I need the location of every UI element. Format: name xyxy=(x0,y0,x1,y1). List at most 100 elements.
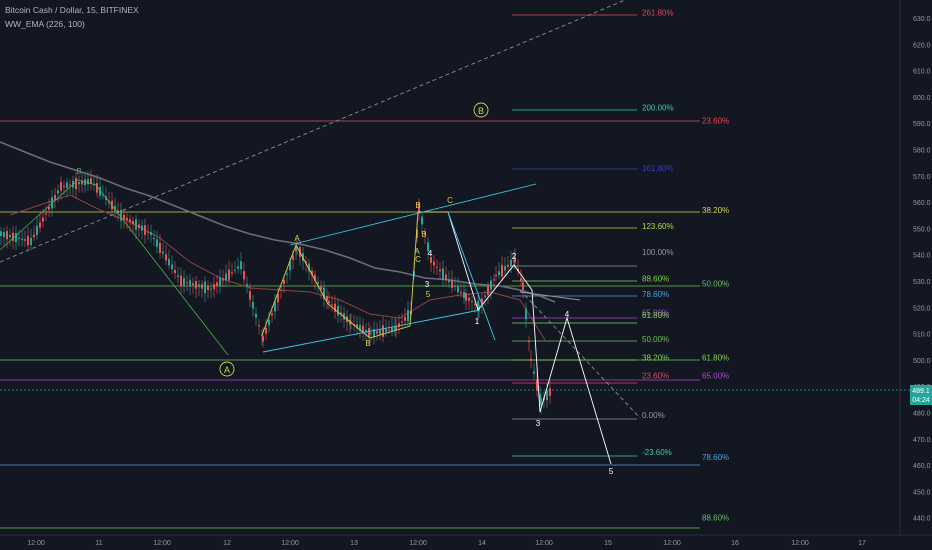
indicator-title: WW_EMA (226, 100) xyxy=(5,19,85,29)
candle-body-68 xyxy=(204,281,206,294)
candle-body-56 xyxy=(168,258,170,266)
candle-body-139 xyxy=(407,310,409,322)
candle-body-91 xyxy=(271,313,273,316)
trend-dashed-upper xyxy=(0,0,626,263)
candle-body-52 xyxy=(156,239,158,247)
candle-body-111 xyxy=(328,300,330,304)
candle-body-172 xyxy=(501,264,503,277)
fib-label-15: 23.60% xyxy=(642,372,669,381)
time-tick-1: 11 xyxy=(95,540,102,547)
channel-small xyxy=(519,291,581,301)
candle-body-156 xyxy=(457,286,459,293)
candle-body-157 xyxy=(460,291,462,293)
candle-body-89 xyxy=(265,327,267,334)
candle-body-1 xyxy=(3,231,5,237)
candle-body-114 xyxy=(337,305,339,316)
time-tick-9: 15 xyxy=(604,540,612,547)
time-tick-8: 12:00 xyxy=(535,540,553,547)
candle-body-130 xyxy=(382,325,384,337)
candle-body-133 xyxy=(391,326,393,332)
wave-a-green xyxy=(0,179,97,251)
candle-body-55 xyxy=(165,254,167,261)
candle-body-182 xyxy=(528,340,530,343)
candle-body-45 xyxy=(135,219,137,230)
candle-body-75 xyxy=(225,273,227,281)
candle-body-87 xyxy=(261,334,263,337)
candle-body-113 xyxy=(334,303,336,312)
candle-body-41 xyxy=(123,214,125,220)
candle-body-54 xyxy=(162,251,164,254)
candle-body-82 xyxy=(246,284,248,287)
candle-body-34 xyxy=(102,194,104,196)
wave-label-2: 2 xyxy=(512,252,517,261)
candle-body-180 xyxy=(522,282,524,290)
price-tick-15: 590.0 xyxy=(913,121,931,128)
candle-body-144 xyxy=(421,216,423,225)
candle-body-177 xyxy=(514,257,516,263)
candle-body-30 xyxy=(90,178,92,184)
price-tick-1: 450.0 xyxy=(913,489,931,496)
fib-label-3: 161.80% xyxy=(642,164,674,173)
candle-body-29 xyxy=(87,179,89,185)
candle-body-50 xyxy=(150,232,152,236)
candle-body-98 xyxy=(292,255,294,260)
candle-body-174 xyxy=(507,264,509,267)
price-tick-18: 620.0 xyxy=(913,42,931,49)
candle-body-40 xyxy=(120,209,122,221)
candle-body-33 xyxy=(99,187,101,196)
candle-body-128 xyxy=(376,331,378,334)
candle-body-2 xyxy=(6,231,8,240)
time-tick-0: 12:00 xyxy=(27,540,45,547)
candle-body-94 xyxy=(280,289,282,291)
price-tick-17: 610.0 xyxy=(913,69,931,76)
wave-label-B-yellow: B xyxy=(365,339,370,348)
candle-body-90 xyxy=(268,319,270,326)
time-axis[interactable]: 12:00 11 12:00 12 12:00 13 12:00 14 12:00 15 12:00… xyxy=(0,534,932,547)
candle-body-7 xyxy=(21,238,23,240)
candle-body-131 xyxy=(385,328,387,333)
fib-label-16: 65.00% xyxy=(702,372,729,381)
candle-body-81 xyxy=(243,271,245,280)
candle-body-171 xyxy=(498,271,500,276)
candle-body-154 xyxy=(451,279,453,289)
candle-body-126 xyxy=(370,333,372,335)
candle-body-129 xyxy=(379,329,381,335)
time-tick-3: 12 xyxy=(223,540,231,547)
price-tick-3: 470.0 xyxy=(913,437,931,444)
candle-body-143 xyxy=(418,203,420,212)
wave-label-A-yellow: A xyxy=(294,234,300,243)
candle-body-51 xyxy=(153,237,155,240)
price-tick-0: 440.0 xyxy=(913,516,931,523)
candle-body-88 xyxy=(262,336,264,342)
symbol-title: Bitcoin Cash / Dollar, 15, BITFINEX xyxy=(5,5,139,15)
circled-wave-B: B xyxy=(473,102,489,118)
candle-body-18 xyxy=(54,194,56,200)
channel-lower xyxy=(262,309,481,353)
candle-body-175 xyxy=(510,259,512,267)
candle-body-145 xyxy=(424,232,426,235)
candle-body-63 xyxy=(189,280,191,287)
candle-body-151 xyxy=(442,268,444,280)
candle-body-15 xyxy=(45,213,47,215)
candle-body-70 xyxy=(210,288,212,290)
wave-white-1 xyxy=(447,211,612,465)
fib-label-9: 78.60% xyxy=(642,290,669,299)
candle-body-179 xyxy=(520,278,522,282)
candle-body-93 xyxy=(277,294,279,303)
candle-body-95 xyxy=(283,280,285,285)
candle-body-164 xyxy=(478,305,480,310)
candle-body-152 xyxy=(445,274,447,281)
wave-label-4-small: 4 xyxy=(428,249,433,258)
fib-label-10: 65.00% xyxy=(642,309,669,318)
price-tick-6: 500.0 xyxy=(913,358,931,365)
candle-body-6 xyxy=(18,237,20,239)
time-tick-11: 16 xyxy=(731,540,739,547)
circled-wave-A: A xyxy=(219,361,235,377)
wave-label-5-small: 5 xyxy=(426,290,431,299)
candle-body-148 xyxy=(433,261,435,266)
price-axis[interactable]: 440.0450.0460.0470.0480.0490.0500.0510.0… xyxy=(899,0,931,535)
time-tick-2: 12:00 xyxy=(153,540,171,547)
price-tick-4: 480.0 xyxy=(913,411,931,418)
candle-body-78 xyxy=(234,269,236,271)
